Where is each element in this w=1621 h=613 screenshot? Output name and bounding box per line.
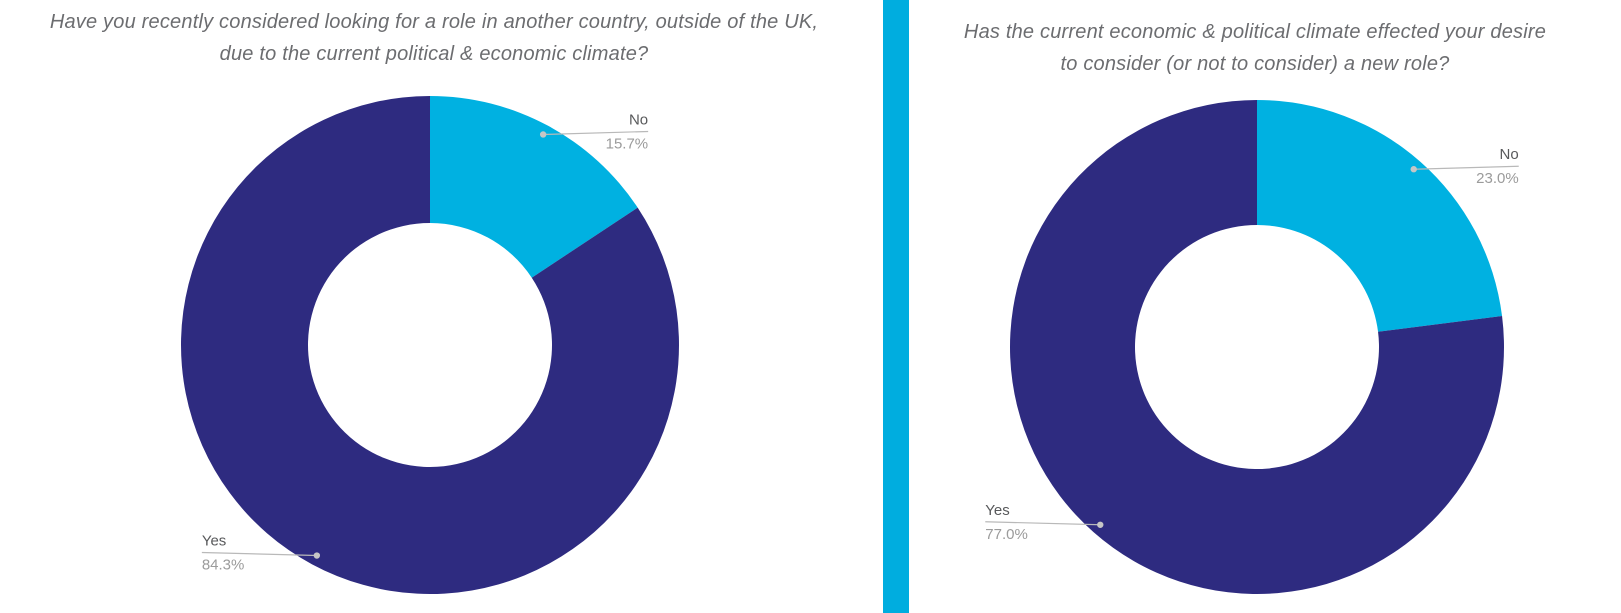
label-leader-line xyxy=(543,130,649,136)
slice-label-name: Yes xyxy=(202,533,226,550)
donut-chart-right: No 23.0% Yes 77.0% xyxy=(985,100,1519,594)
label-leader-dot xyxy=(313,552,321,559)
chart-title-left-line1: Have you recently considered looking for… xyxy=(49,11,819,33)
label-leader-dot xyxy=(539,131,547,138)
label-leader-dot xyxy=(1097,521,1104,528)
slice-label-value: 23.0% xyxy=(1476,170,1519,187)
label-leader-line xyxy=(1413,165,1519,170)
chart-title-right-line1: Has the current economic & political cli… xyxy=(963,21,1547,43)
chart-title-left: Have you recently considered looking for… xyxy=(10,6,858,70)
slice-label-value: 84.3% xyxy=(202,557,245,574)
chart-title-right-line2: to consider (or not to consider) a new r… xyxy=(1060,53,1450,75)
slice-label-value: 15.7% xyxy=(606,135,649,152)
chart-title-left-line2: due to the current political & economic … xyxy=(219,43,649,65)
panel-divider xyxy=(883,0,909,613)
donut-slice-yes xyxy=(1009,100,1504,594)
label-leader-line xyxy=(201,551,317,557)
slice-label-name: No xyxy=(1500,146,1519,163)
slice-label-name: No xyxy=(629,111,648,128)
slice-label-value: 77.0% xyxy=(985,526,1028,543)
slice-label-name: Yes xyxy=(985,502,1009,519)
label-leader-dot xyxy=(1410,166,1417,173)
label-leader-line xyxy=(985,521,1101,526)
donut-chart-left: No 15.7% Yes 84.3% xyxy=(181,96,680,594)
donut-slice-yes xyxy=(181,96,680,594)
donut-slice-no xyxy=(430,96,638,278)
donut-slice-no xyxy=(1257,100,1503,332)
chart-title-right: Has the current economic & political cli… xyxy=(905,16,1605,80)
